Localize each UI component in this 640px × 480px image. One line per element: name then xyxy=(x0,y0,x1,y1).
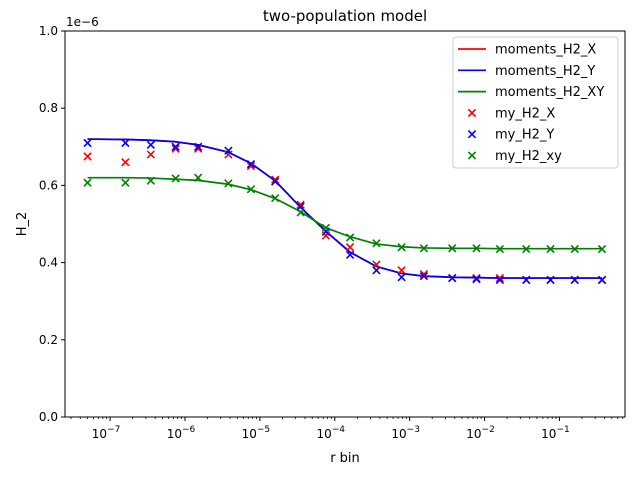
data-point-my_H2_xy xyxy=(296,208,305,217)
data-point-my_H2_Y xyxy=(83,138,92,148)
legend-label: my_H2_Y xyxy=(495,128,554,143)
legend-marker-swatch xyxy=(467,151,477,160)
y-axis-label: H_2 xyxy=(15,212,30,237)
data-point-my_H2_xy xyxy=(397,242,406,252)
data-point-my_H2_Y xyxy=(448,273,457,283)
data-point-my_H2_xy xyxy=(321,223,331,233)
y-tick-label: 0.2 xyxy=(39,333,58,347)
data-point-my_H2_X xyxy=(83,152,92,161)
data-point-my_H2_xy xyxy=(522,244,531,254)
data-point-my_H2_Y xyxy=(271,177,280,186)
legend-marker-swatch xyxy=(467,108,477,118)
data-point-my_H2_Y xyxy=(419,271,429,281)
series-line-moments_H2_Y xyxy=(87,138,603,279)
data-point-my_H2_X xyxy=(146,150,156,159)
data-point-my_H2_xy xyxy=(146,176,156,185)
y-tick-label: 0.0 xyxy=(39,410,58,424)
y-tick-label: 0.8 xyxy=(39,101,58,115)
data-point-my_H2_X xyxy=(271,175,280,184)
x-axis-label: r bin xyxy=(330,451,360,466)
data-point-my_H2_xy xyxy=(570,244,579,254)
data-point-my_H2_X xyxy=(397,266,406,275)
data-point-my_H2_X xyxy=(472,273,481,283)
data-point-my_H2_xy xyxy=(345,233,355,242)
data-point-my_H2_xy xyxy=(83,178,92,187)
data-point-my_H2_xy xyxy=(448,244,457,253)
chart-title: two-population model xyxy=(263,7,427,25)
y-tick-label: 0.6 xyxy=(39,178,58,192)
data-point-my_H2_Y xyxy=(194,142,203,151)
data-point-my_H2_X xyxy=(419,270,429,279)
legend-label: moments_H2_X xyxy=(495,43,596,58)
data-point-my_H2_Y xyxy=(570,275,579,285)
data-point-my_H2_xy xyxy=(546,244,555,254)
legend-marker-swatch xyxy=(467,130,477,139)
y-tick-label: 0.4 xyxy=(39,256,58,270)
data-point-my_H2_xy xyxy=(419,244,429,253)
data-point-my_H2_X xyxy=(171,144,180,153)
data-point-my_H2_xy xyxy=(271,193,280,203)
legend-label: moments_H2_Y xyxy=(495,64,595,79)
data-point-my_H2_Y xyxy=(597,275,607,285)
data-point-my_H2_Y xyxy=(472,275,481,284)
data-point-my_H2_Y xyxy=(546,275,555,285)
data-point-my_H2_xy xyxy=(194,173,203,182)
y-scale-label: 1e−6 xyxy=(66,15,99,29)
data-point-my_H2_Y xyxy=(246,160,256,169)
legend-box xyxy=(452,36,619,169)
data-point-my_H2_xy xyxy=(171,174,180,183)
data-point-my_H2_X xyxy=(246,161,256,171)
legend-label: my_H2_xy xyxy=(495,149,562,164)
data-point-my_H2_X xyxy=(194,144,203,153)
data-point-my_H2_X xyxy=(296,200,305,209)
legend-label: moments_H2_XY xyxy=(495,85,604,100)
data-point-my_H2_Y xyxy=(121,138,130,148)
data-point-my_H2_Y xyxy=(171,142,180,151)
data-point-my_H2_xy xyxy=(495,244,505,254)
data-point-my_H2_xy xyxy=(597,244,607,254)
data-point-my_H2_Y xyxy=(345,250,355,260)
data-point-my_H2_Y xyxy=(372,266,381,275)
data-point-my_H2_xy xyxy=(246,185,256,194)
data-point-my_H2_X xyxy=(495,273,505,283)
legend-label: my_H2_X xyxy=(495,106,555,121)
data-point-my_H2_Y xyxy=(522,275,531,285)
data-point-my_H2_X xyxy=(121,158,130,167)
data-point-my_H2_X xyxy=(345,242,355,252)
data-point-my_H2_xy xyxy=(121,178,130,187)
data-point-my_H2_Y xyxy=(146,140,156,150)
data-point-my_H2_Y xyxy=(397,273,406,282)
data-point-my_H2_xy xyxy=(224,179,233,188)
axes-frame xyxy=(64,30,626,418)
data-point-my_H2_Y xyxy=(224,146,233,155)
y-tick-label: 1.0 xyxy=(39,24,58,38)
data-point-my_H2_xy xyxy=(372,239,381,248)
data-point-my_H2_xy xyxy=(472,244,481,253)
data-point-my_H2_Y xyxy=(495,275,505,285)
